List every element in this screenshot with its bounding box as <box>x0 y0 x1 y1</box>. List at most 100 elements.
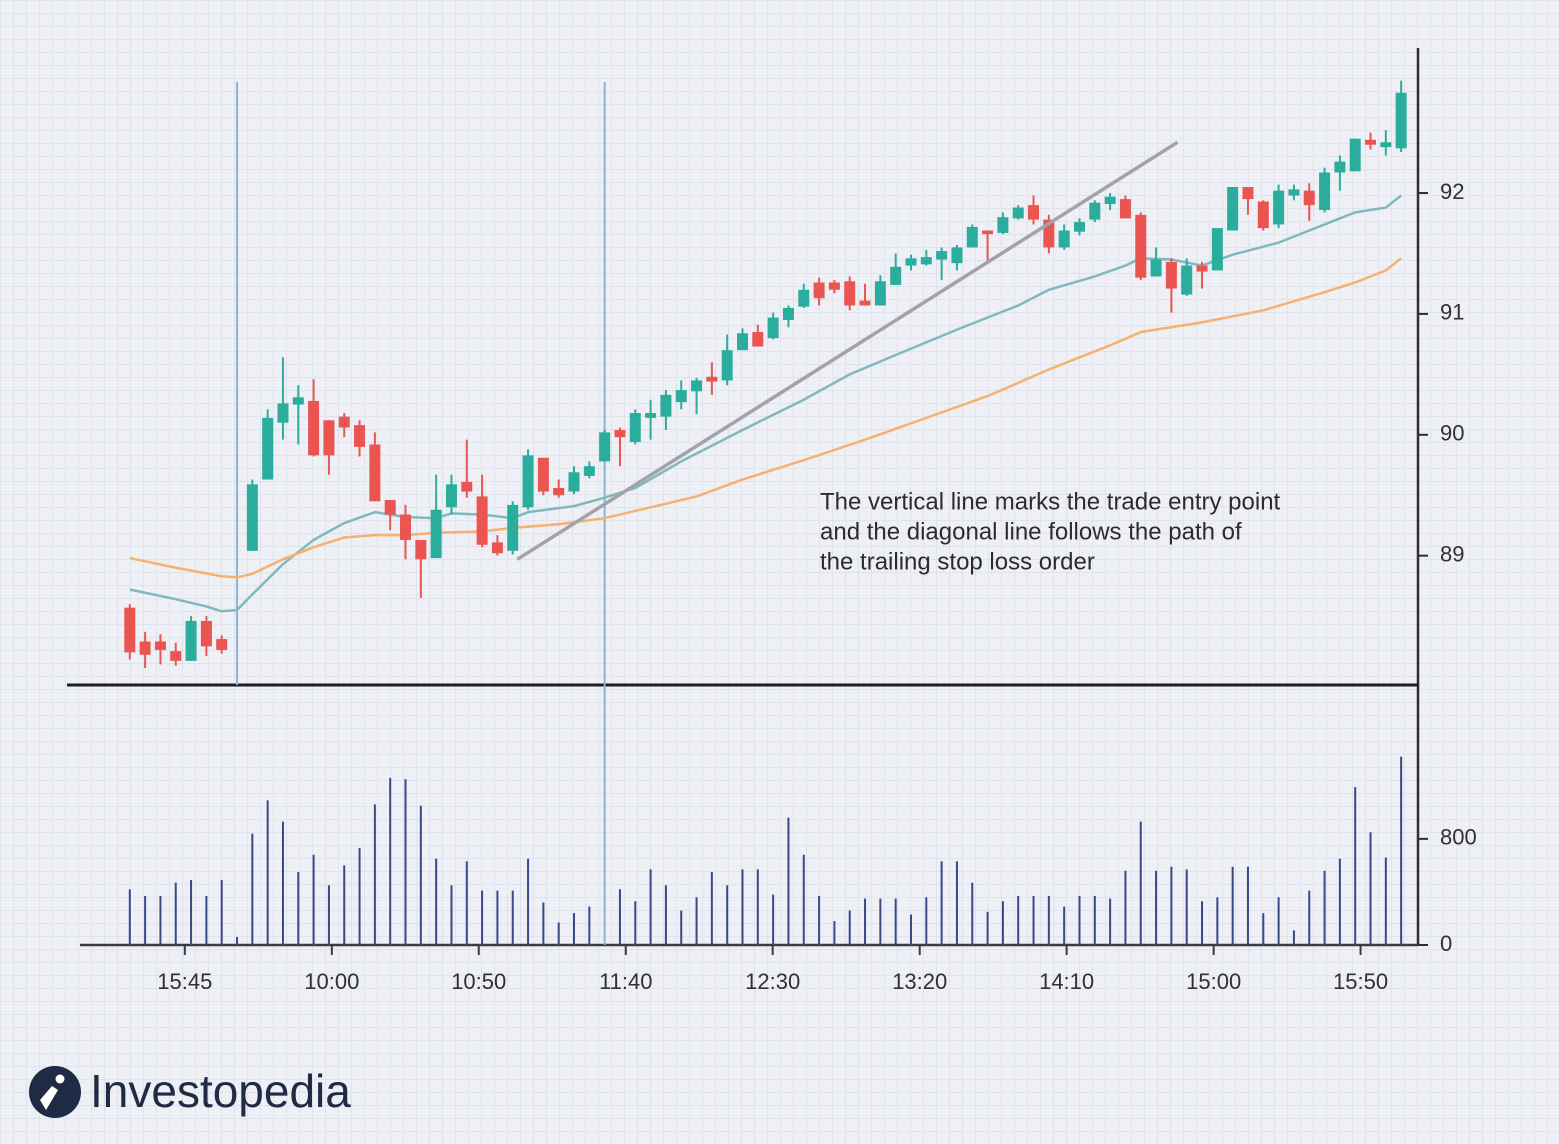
x-tick-label: 15:45 <box>157 969 212 994</box>
candle-body <box>369 444 381 502</box>
candle-body <box>767 317 779 339</box>
candle-body <box>599 432 611 462</box>
candle-body <box>292 397 304 405</box>
brand-logo <box>29 1066 81 1118</box>
candle-body <box>645 413 657 418</box>
annotation-line: the trailing stop loss order <box>820 548 1095 575</box>
candle-body <box>139 641 151 655</box>
candle-body <box>1227 187 1239 231</box>
x-tick-label: 15:50 <box>1333 969 1388 994</box>
candle-body <box>691 380 703 392</box>
candle-body <box>277 403 289 423</box>
candle-body <box>1196 265 1208 272</box>
candle-body <box>216 639 228 650</box>
candle-body <box>1089 202 1101 220</box>
candle-body <box>1043 219 1055 248</box>
candle-body <box>384 500 396 515</box>
candle-body <box>706 376 718 382</box>
x-tick-label: 13:20 <box>892 969 947 994</box>
candle-body <box>782 307 794 320</box>
candle-body <box>1242 187 1254 200</box>
candle-body <box>890 266 902 285</box>
candle-body <box>323 420 335 456</box>
candle-body <box>721 350 733 381</box>
candle-body <box>1211 228 1223 271</box>
x-tick-label: 12:30 <box>745 969 800 994</box>
y2-tick-label: 0 <box>1440 931 1452 956</box>
candle-body <box>874 281 886 306</box>
candle-body <box>1012 207 1024 219</box>
candle-body <box>185 620 197 661</box>
candle-body <box>1150 259 1162 277</box>
y2-tick-label: 800 <box>1440 825 1477 850</box>
candle-body <box>1273 190 1285 225</box>
y-tick-label: 91 <box>1440 300 1464 325</box>
candle-body <box>844 281 856 306</box>
candle-body <box>1380 142 1392 148</box>
moving-average <box>129 257 1402 579</box>
candle-body <box>537 457 549 492</box>
candle-body <box>828 282 840 290</box>
candle-body <box>461 481 473 492</box>
candle-body <box>1119 199 1131 219</box>
candle-body <box>124 607 136 653</box>
candle-body <box>1028 205 1040 220</box>
candle-body <box>675 390 687 403</box>
candle-body <box>859 300 871 306</box>
candle-body <box>491 542 503 554</box>
candle-body <box>246 484 258 551</box>
moving-average <box>129 194 1402 613</box>
candle-body <box>1365 139 1377 145</box>
annotation-line: and the diagonal line follows the path o… <box>820 518 1242 545</box>
candle-body <box>1058 230 1070 248</box>
candle-body <box>982 230 994 235</box>
candle-body <box>1135 214 1147 278</box>
trailing-stop-line <box>516 140 1179 561</box>
candle-body <box>905 258 917 266</box>
candle-body <box>813 282 825 299</box>
candle-body <box>1319 172 1331 210</box>
brand-name: Investopedia <box>90 1065 351 1117</box>
candle-body <box>798 289 810 307</box>
candle-body <box>583 466 595 476</box>
candle-body <box>354 425 366 447</box>
y-tick-label: 90 <box>1440 421 1464 446</box>
candle-body <box>154 641 166 650</box>
candle-body <box>400 514 412 540</box>
annotation-line: The vertical line marks the trade entry … <box>820 488 1281 515</box>
candle-body <box>262 417 274 480</box>
y-tick-label: 92 <box>1440 179 1464 204</box>
candle-body <box>1104 196 1116 204</box>
candle-body <box>1395 92 1407 149</box>
candle-body <box>308 400 320 456</box>
candle-body <box>1165 261 1177 289</box>
candle-body <box>951 247 963 264</box>
candle-body <box>936 251 948 260</box>
candle-body <box>522 455 534 508</box>
candle-body <box>170 651 182 661</box>
candle-body <box>1257 201 1269 229</box>
candle-body <box>430 509 442 559</box>
candle-body <box>338 416 350 428</box>
candle-body <box>568 472 580 492</box>
y-tick-label: 89 <box>1440 541 1464 566</box>
candle-body <box>507 504 519 551</box>
x-tick-label: 15:00 <box>1186 969 1241 994</box>
candle-body <box>1334 161 1346 173</box>
candle-body <box>1303 190 1315 206</box>
candle-body <box>1288 189 1300 196</box>
candle-body <box>200 620 212 647</box>
candle-body <box>614 429 626 438</box>
candle-body <box>752 332 764 347</box>
candle-body <box>476 496 488 545</box>
x-tick-label: 14:10 <box>1039 969 1094 994</box>
candle-body <box>415 539 427 560</box>
candle-body <box>1349 138 1361 172</box>
x-tick-label: 11:40 <box>599 969 652 994</box>
candle-body <box>997 217 1009 233</box>
candle-body <box>660 394 672 417</box>
candle-body <box>445 484 457 508</box>
x-tick-label: 10:00 <box>304 969 359 994</box>
